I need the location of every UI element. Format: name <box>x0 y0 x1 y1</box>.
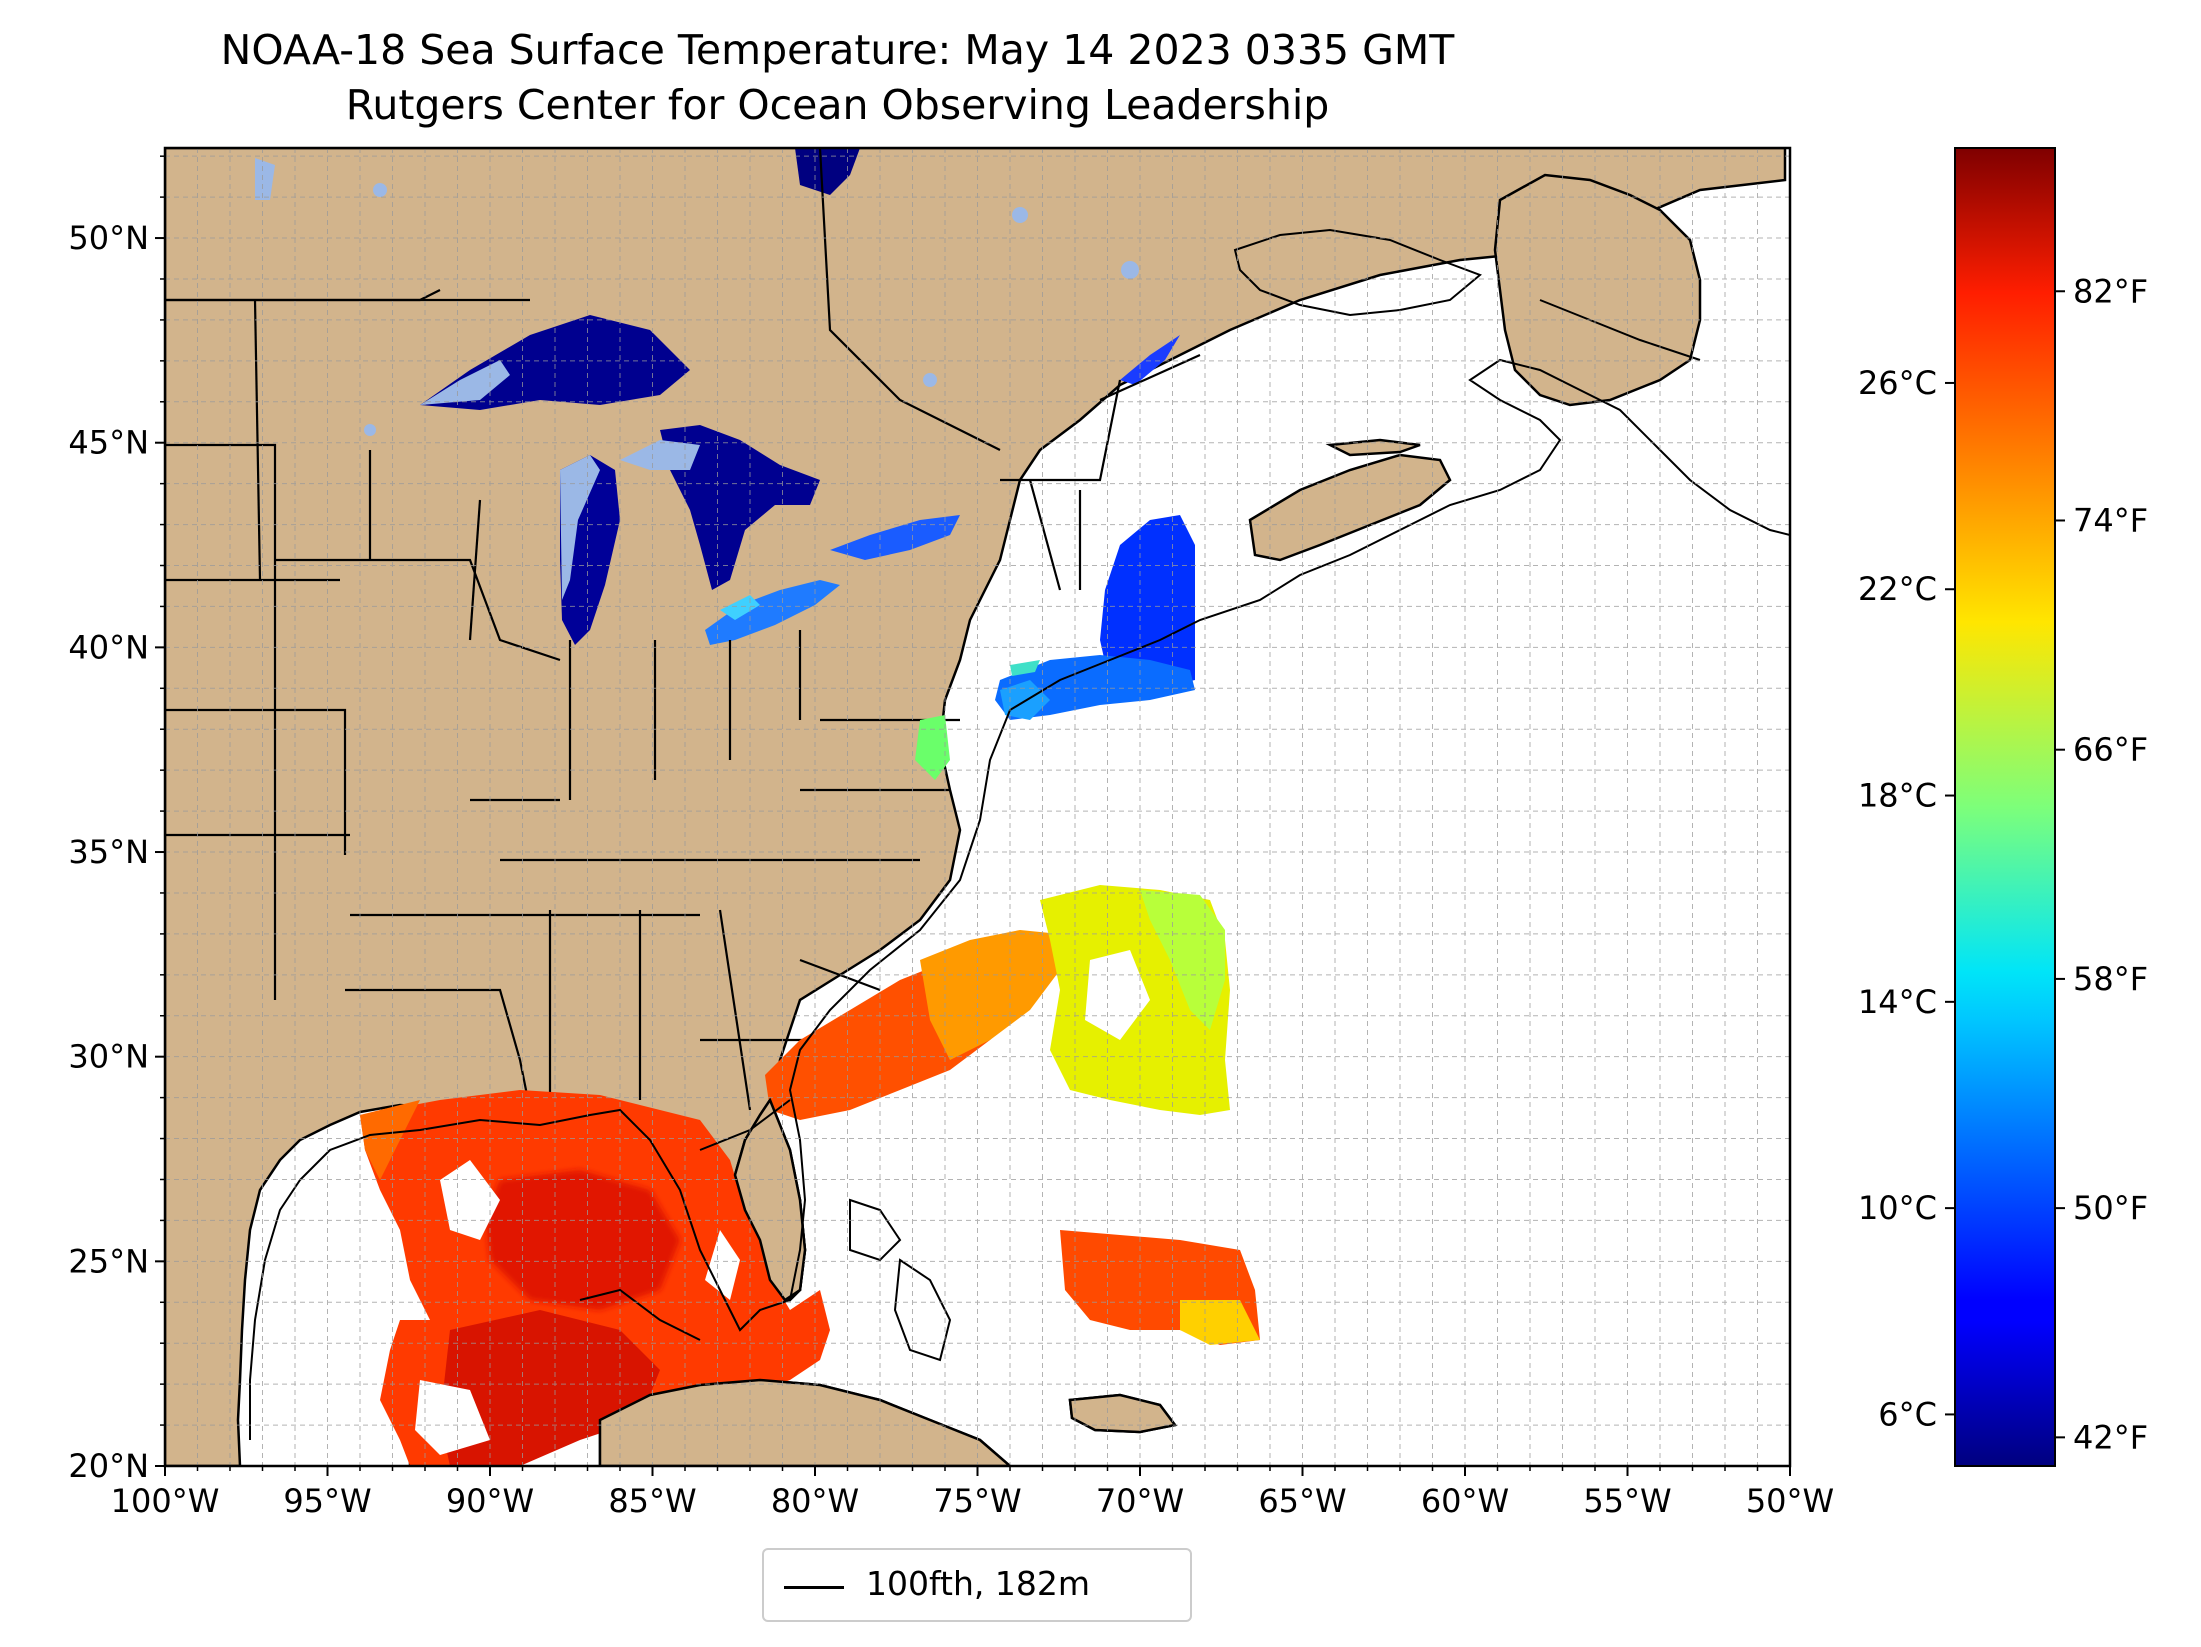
lon-tick-label: 70°W <box>1096 1482 1184 1520</box>
colorbar-gradient <box>1954 147 2056 1467</box>
fahrenheit-axis: 42°F 50°F 58°F 66°F 74°F 82°F <box>2055 272 2148 1456</box>
hudson-bay-edge <box>795 148 860 195</box>
sst-bahamas-yellow <box>1180 1300 1260 1345</box>
lon-tick-label: 65°W <box>1258 1482 1346 1520</box>
lon-tick-label: 90°W <box>446 1482 534 1520</box>
st-lawrence <box>1120 335 1180 385</box>
legend-label: 100fth, 182m <box>866 1564 1090 1603</box>
lake-ontario <box>830 515 960 560</box>
celsius-tick-label: 18°C <box>1858 777 1937 815</box>
fahrenheit-tick-label: 42°F <box>2073 1418 2148 1456</box>
sst-gulf-gap-2 <box>415 1380 490 1455</box>
sea-surface-temperature-raster <box>360 515 1260 1466</box>
fahrenheit-tick-label: 82°F <box>2073 272 2148 310</box>
sst-sargasso-green <box>1140 890 1225 1030</box>
sst-atlantic-orange <box>920 930 1070 1060</box>
sst-gulf-gap-3 <box>705 1230 740 1300</box>
celsius-tick-label: 14°C <box>1858 983 1937 1021</box>
prince-edward-island <box>1325 438 1421 457</box>
lon-tick-label: 80°W <box>771 1482 859 1520</box>
celsius-axis: 6°C 10°C 14°C 18°C 22°C 26°C <box>1858 364 1955 1433</box>
sst-gulf-warm-core <box>485 1170 680 1310</box>
lake-winnipeg-area <box>255 158 275 200</box>
lon-tick-label: 55°W <box>1583 1482 1671 1520</box>
lon-tick-label: 95°W <box>283 1482 371 1520</box>
fahrenheit-tick-label: 50°F <box>2073 1189 2148 1227</box>
lat-tick-label: 20°N <box>68 1447 149 1485</box>
small-lake-4 <box>923 373 937 387</box>
lakes <box>255 148 1180 645</box>
lat-tick-label: 40°N <box>68 628 149 666</box>
sst-chesapeake <box>915 715 950 780</box>
lat-tick-label: 30°N <box>68 1038 149 1076</box>
celsius-tick-label: 22°C <box>1858 570 1937 608</box>
colorbar: 6°C 10°C 14°C 18°C 22°C 26°C 42°F 50°F 58°F 66°F… <box>1858 147 2148 1467</box>
fahrenheit-tick-label: 66°F <box>2073 731 2148 769</box>
small-lake-2 <box>1012 207 1028 223</box>
lake-huron <box>660 425 820 590</box>
lake-huron-light <box>620 440 700 470</box>
lat-tick-label: 45°N <box>68 424 149 462</box>
lake-erie <box>705 580 840 645</box>
latitude-axis: 20°N 25°N 30°N 35°N 40°N 45°N 50°N <box>68 155 165 1485</box>
lat-tick-label: 50°N <box>68 219 149 257</box>
celsius-tick-label: 26°C <box>1858 364 1937 402</box>
sst-gulf-of-maine <box>1100 515 1195 690</box>
lake-superior-light <box>420 360 510 405</box>
lon-tick-label: 50°W <box>1746 1482 1834 1520</box>
small-lake-3 <box>1121 261 1139 279</box>
lon-tick-label: 75°W <box>933 1482 1021 1520</box>
lake-michigan-light <box>560 455 600 600</box>
fahrenheit-tick-label: 74°F <box>2073 501 2148 539</box>
legend: 100fth, 182m <box>762 1548 1192 1622</box>
sst-gulf-orange-edge <box>360 1100 420 1180</box>
land-overlays <box>598 1097 1178 1466</box>
chart-title: NOAA-18 Sea Surface Temperature: May 14 … <box>220 26 1455 74</box>
celsius-tick-label: 6°C <box>1878 1395 1937 1433</box>
political-borders <box>165 148 1201 1111</box>
longitude-axis: 100°W 95°W 90°W 85°W 80°W 75°W 70°W 65°W 60°W 55°… <box>111 1466 1834 1520</box>
lon-tick-label: 100°W <box>111 1482 220 1520</box>
isobath-line-swatch <box>784 1586 844 1589</box>
celsius-tick-label: 10°C <box>1858 1189 1937 1227</box>
lon-tick-label: 60°W <box>1421 1482 1509 1520</box>
lat-tick-label: 35°N <box>68 833 149 871</box>
fahrenheit-tick-label: 58°F <box>2073 960 2148 998</box>
gridlines <box>165 148 1790 1466</box>
lon-tick-label: 85°W <box>608 1482 696 1520</box>
newfoundland <box>1493 173 1702 407</box>
small-lake-5 <box>364 424 376 436</box>
small-lake-1 <box>373 183 387 197</box>
chart-subtitle: Rutgers Center for Ocean Observing Leade… <box>345 81 1330 129</box>
lat-tick-label: 25°N <box>68 1242 149 1280</box>
sst-long-island-sound <box>1010 660 1040 676</box>
sst-sargasso-gap <box>1085 950 1150 1040</box>
